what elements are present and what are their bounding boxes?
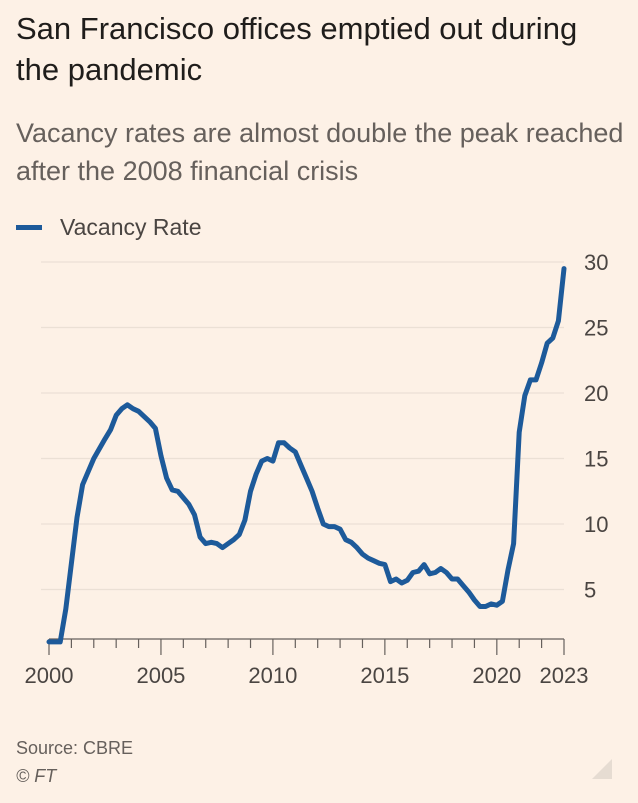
gridlines [41, 261, 564, 591]
legend-label: Vacancy Rate [60, 213, 202, 240]
legend: Vacancy Rate [16, 212, 201, 242]
legend-swatch [16, 224, 42, 230]
footer: Source: CBRE © FT [16, 734, 133, 790]
y-tick-label: 15 [584, 447, 608, 472]
x-tick-label: 2010 [248, 663, 297, 688]
x-tick-label: 2005 [136, 663, 185, 688]
chart-title: San Francisco offices emptied out during… [16, 11, 578, 87]
x-axis: 2000 2005 2010 2015 2020 2023 [25, 638, 589, 688]
source-note: Source: CBRE [16, 738, 134, 758]
y-tick-label: 5 [584, 578, 596, 603]
x-tick-label: 2000 [25, 663, 74, 688]
y-tick-label: 30 [584, 250, 608, 275]
line-chart: 2000 2005 2010 2015 2020 2023 5 10 15 20 25 30 [25, 250, 609, 688]
y-tick-label: 10 [584, 512, 608, 537]
x-tick-label: 2015 [360, 663, 409, 688]
y-tick-label: 20 [584, 381, 608, 406]
y-tick-label: 25 [584, 316, 608, 341]
x-tick-label: 2020 [472, 663, 521, 688]
series-layer [46, 266, 567, 645]
x-tick-label: 2023 [540, 663, 589, 688]
series-line-vacancy-rate [46, 266, 567, 645]
resize-corner-icon [592, 759, 612, 779]
chart-subtitle: Vacancy rates are almost double the peak… [16, 118, 624, 186]
y-axis-labels: 5 10 15 20 25 30 [584, 250, 608, 603]
copyright-note: © FT [16, 766, 57, 786]
